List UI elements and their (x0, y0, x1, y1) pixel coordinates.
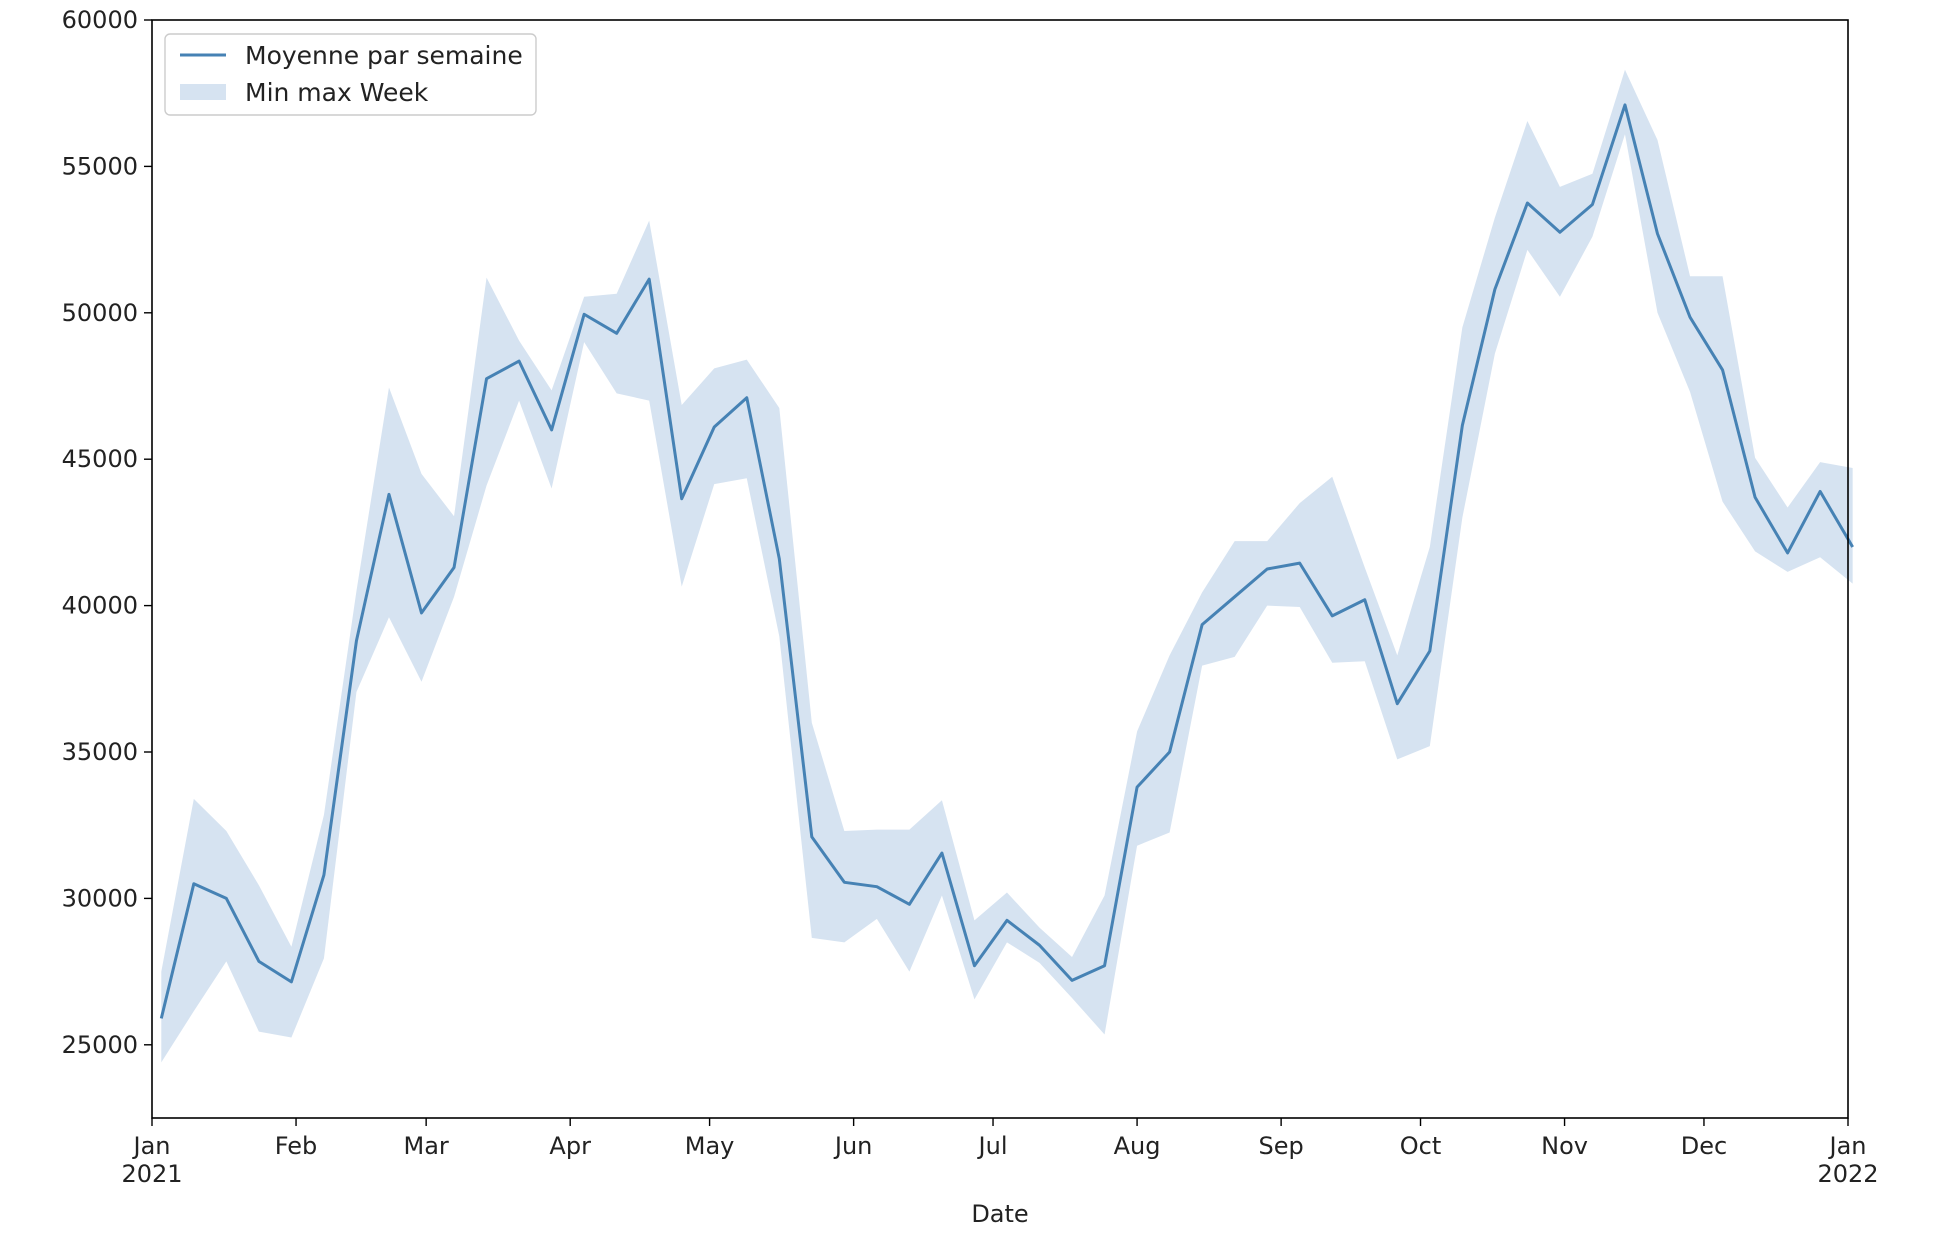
x-tick-label: Nov (1541, 1132, 1588, 1160)
y-tick-label: 55000 (62, 152, 138, 180)
x-axis-title: Date (971, 1200, 1028, 1228)
y-tick-label: 50000 (62, 299, 138, 327)
legend-box (164, 33, 537, 116)
x-tick-label: Aug (1114, 1132, 1161, 1160)
x-tick-label: Oct (1400, 1132, 1442, 1160)
x-tick-label: Jan (1828, 1132, 1867, 1160)
x-tick-year: 2021 (121, 1160, 182, 1188)
legend-label-mean: Moyenne par semaine (245, 41, 523, 70)
x-tick-label: Jan (132, 1132, 171, 1160)
y-axis: 25000 30000 35000 40000 45000 50000 55000 60000 (62, 6, 152, 1059)
legend-swatch-band (180, 84, 226, 100)
mean-line (159, 103, 1854, 1019)
x-tick-label: Dec (1681, 1132, 1727, 1160)
x-tick-label: May (685, 1132, 735, 1160)
x-tick-label: Feb (275, 1132, 318, 1160)
x-tick-label: Mar (404, 1132, 449, 1160)
y-tick-label: 25000 (62, 1031, 138, 1059)
x-tick-label: Apr (549, 1132, 591, 1160)
y-tick-label: 40000 (62, 592, 138, 620)
y-tick-label: 35000 (62, 738, 138, 766)
x-tick-year: 2022 (1817, 1160, 1878, 1188)
x-tick-label: Sep (1259, 1132, 1304, 1160)
legend-label-min-max: Min max Week (245, 78, 429, 107)
plot-area (159, 69, 1854, 1063)
y-tick-label: 60000 (62, 6, 138, 34)
x-tick-label: Jun (833, 1132, 873, 1160)
y-tick-label: 30000 (62, 884, 138, 912)
legend: Moyenne par semaine Min max Week (164, 33, 537, 116)
x-tick-label: Jul (977, 1132, 1008, 1160)
y-tick-label: 45000 (62, 445, 138, 473)
plot-frame (151, 19, 1849, 1119)
